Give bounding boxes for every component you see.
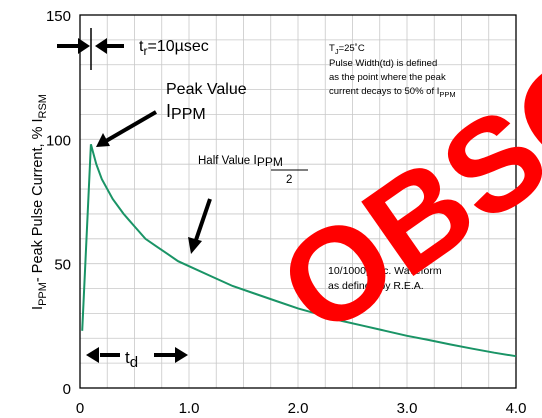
td-marker: td	[86, 347, 188, 371]
td-label: td	[125, 348, 138, 371]
peak-ippm-label: IPPM	[166, 101, 206, 123]
y-tick-labels: 0 50 100 150	[46, 8, 71, 398]
waveform-line-2: as defined by R.E.A.	[328, 280, 424, 292]
x-tick-labels: 0 1.0 2.0 3.0 4.0	[76, 400, 527, 417]
note-line-3: as the point where the peak	[329, 72, 446, 83]
y-axis-label: IPPM- Peak Pulse Current, % IRSM	[30, 94, 49, 310]
plot-border	[79, 14, 517, 389]
tr-right-arrow-head	[95, 38, 107, 54]
waveform-line-1: 10/1000µsec. Waveform	[328, 265, 442, 277]
half-value-label: Half Value IPPM	[198, 153, 283, 169]
td-right-arrow-head	[175, 347, 188, 363]
note-line-2: Pulse Width(td) is defined	[329, 58, 437, 69]
y-tick-label: 100	[46, 132, 71, 149]
peak-value-label: Peak Value	[166, 81, 247, 98]
grid	[80, 15, 516, 388]
note-line-4: current decays to 50% of IPPM	[329, 86, 456, 99]
x-tick-label: 3.0	[397, 400, 418, 417]
x-tick-label: 2.0	[288, 400, 309, 417]
series-line	[81, 144, 517, 358]
tr-label: tr=10µsec	[139, 38, 209, 58]
half-value-arrow	[194, 198, 212, 241]
tr-left-arrow-head	[78, 38, 90, 54]
y-tick-label: 50	[54, 257, 71, 274]
half-value-denominator: 2	[286, 174, 292, 186]
note-block: TJ=25˚C Pulse Width(td) is defined as th…	[329, 43, 456, 99]
half-value-arrow-head	[188, 237, 202, 254]
note-tj: TJ=25˚C	[329, 43, 365, 56]
tr-marker: tr=10µsec	[57, 28, 209, 70]
y-tick-label: 150	[46, 8, 71, 25]
half-value-annotation: Half Value IPPM 2	[188, 153, 308, 254]
waveform-note: 10/1000µsec. Waveform as defined by R.E.…	[328, 265, 442, 292]
peak-arrow	[104, 110, 158, 143]
x-tick-label: 0	[76, 400, 84, 417]
x-tick-label: 4.0	[506, 400, 527, 417]
x-tick-label: 1.0	[179, 400, 200, 417]
td-left-arrow-head	[86, 347, 99, 363]
peak-arrow-head	[96, 133, 110, 147]
peak-annotation: Peak Value IPPM	[96, 81, 247, 147]
y-tick-label: 0	[63, 381, 71, 398]
